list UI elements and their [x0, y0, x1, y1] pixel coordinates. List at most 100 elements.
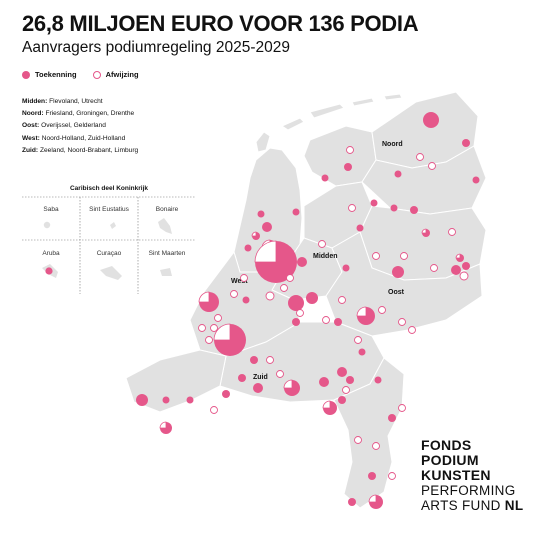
- rejected-dot-icon: [92, 70, 101, 79]
- island-label-sint-eustatius: Sint Eustatius: [89, 206, 129, 213]
- marker-mixed: [159, 421, 172, 434]
- marker-rejected: [265, 291, 275, 301]
- marker-granted: [292, 318, 300, 326]
- region-item: Oost: Overijssel, Gelderland: [22, 122, 106, 130]
- marker-rejected: [210, 406, 218, 414]
- region-item: West: Noord-Holland, Zuid-Holland: [22, 134, 126, 142]
- marker-rejected: [372, 252, 380, 260]
- marker-granted: [344, 163, 352, 171]
- marker-rejected: [400, 252, 408, 260]
- marker-rejected: [398, 318, 406, 326]
- marker-granted: [319, 377, 329, 387]
- legend-item-rejected: Afwijzing: [92, 70, 139, 79]
- legend-rejected-label: Afwijzing: [105, 70, 139, 79]
- marker-aruba-granted: [45, 267, 53, 275]
- marker-granted: [472, 176, 480, 184]
- marker-granted: [462, 139, 470, 147]
- marker-mixed: [254, 240, 297, 283]
- marker-rejected: [416, 153, 424, 161]
- marker-rejected: [198, 324, 206, 332]
- marker-mixed: [356, 306, 375, 325]
- marker-rejected: [348, 204, 356, 212]
- caribbean-title: Caribisch deel Koninkrijk: [70, 185, 148, 192]
- marker-rejected: [322, 316, 330, 324]
- marker-granted: [392, 266, 404, 278]
- marker-rejected: [230, 290, 238, 298]
- marker-granted: [222, 390, 230, 398]
- marker-mixed: [368, 494, 383, 509]
- marker-granted: [423, 112, 439, 128]
- marker-granted: [348, 498, 356, 506]
- marker-granted: [250, 356, 258, 364]
- marker-mixed: [283, 379, 300, 396]
- marker-granted: [451, 265, 461, 275]
- marker-granted: [292, 208, 300, 216]
- marker-rejected: [240, 274, 248, 282]
- marker-rejected: [388, 472, 396, 480]
- marker-rejected: [214, 314, 222, 322]
- marker-mixed: [251, 231, 260, 240]
- island-vlieland: [280, 117, 305, 131]
- marker-granted: [136, 394, 148, 406]
- island-label-curacao: Curaçao: [97, 250, 122, 257]
- marker-granted: [244, 244, 252, 252]
- marker-granted: [253, 383, 263, 393]
- island-shape-saba: [43, 221, 51, 229]
- region-list: Midden: Flevoland, Utrecht Noord: Friesl…: [22, 96, 138, 157]
- marker-granted: [356, 224, 364, 232]
- marker-granted: [338, 396, 346, 404]
- marker-rejected: [408, 326, 416, 334]
- region-item: Zuid: Zeeland, Noord-Brabant, Limburg: [22, 146, 139, 154]
- marker-rejected: [276, 370, 284, 378]
- marker-granted: [334, 318, 342, 326]
- marker-rejected: [378, 306, 386, 314]
- marker-granted: [321, 174, 329, 182]
- marker-rejected: [428, 162, 436, 170]
- marker-granted: [388, 414, 396, 422]
- marker-granted: [186, 396, 194, 404]
- marker-granted: [390, 204, 398, 212]
- island-label-saba: Saba: [43, 206, 59, 213]
- marker-granted: [342, 264, 350, 272]
- marker-granted: [462, 262, 470, 270]
- marker-mixed: [421, 228, 430, 237]
- marker-granted: [257, 210, 265, 218]
- marker-granted: [374, 376, 382, 384]
- marker-mixed: [322, 400, 337, 415]
- marker-granted: [297, 257, 307, 267]
- island-shape-bonaire: [158, 218, 172, 234]
- island-terschelling: [309, 103, 345, 119]
- marker-rejected: [448, 228, 456, 236]
- marker-granted: [306, 292, 318, 304]
- island-schiermonnikoog: [383, 93, 403, 101]
- map-label-noord: Noord: [382, 141, 403, 148]
- marker-rejected: [354, 336, 362, 344]
- province-limburg: [333, 357, 405, 509]
- page-subtitle: Aanvragers podiumregeling 2025-2029: [22, 39, 290, 56]
- marker-mixed: [213, 323, 246, 356]
- legend: Toekenning Afwijzing: [22, 70, 153, 81]
- island-shape-sint-eustatius: [110, 222, 116, 229]
- legend-item-granted: Toekenning: [22, 70, 77, 79]
- marker-rejected: [398, 404, 406, 412]
- mainland: [125, 91, 487, 509]
- marker-rejected: [372, 442, 380, 450]
- marker-rejected: [346, 146, 354, 154]
- island-shape-curacao: [100, 266, 122, 280]
- page-title: 26,8 MILJOEN EURO VOOR 136 PODIA: [22, 11, 419, 36]
- marker-rejected: [205, 336, 213, 344]
- marker-mixed: [198, 291, 219, 312]
- marker-granted: [370, 199, 378, 207]
- marker-rejected: [266, 356, 274, 364]
- fonds-podiumkunsten-logo: FONDS PODIUM KUNSTEN PERFORMING ARTS FUN…: [421, 437, 524, 514]
- island-texel: [255, 131, 271, 153]
- region-item: Midden: Flevoland, Utrecht: [22, 98, 103, 105]
- applicant-markers: [136, 112, 480, 509]
- marker-rejected: [459, 271, 469, 281]
- island-label-bonaire: Bonaire: [156, 206, 179, 213]
- marker-rejected: [354, 436, 362, 444]
- marker-rejected: [280, 284, 288, 292]
- map-label-midden: Midden: [313, 253, 338, 260]
- marker-granted: [410, 206, 418, 214]
